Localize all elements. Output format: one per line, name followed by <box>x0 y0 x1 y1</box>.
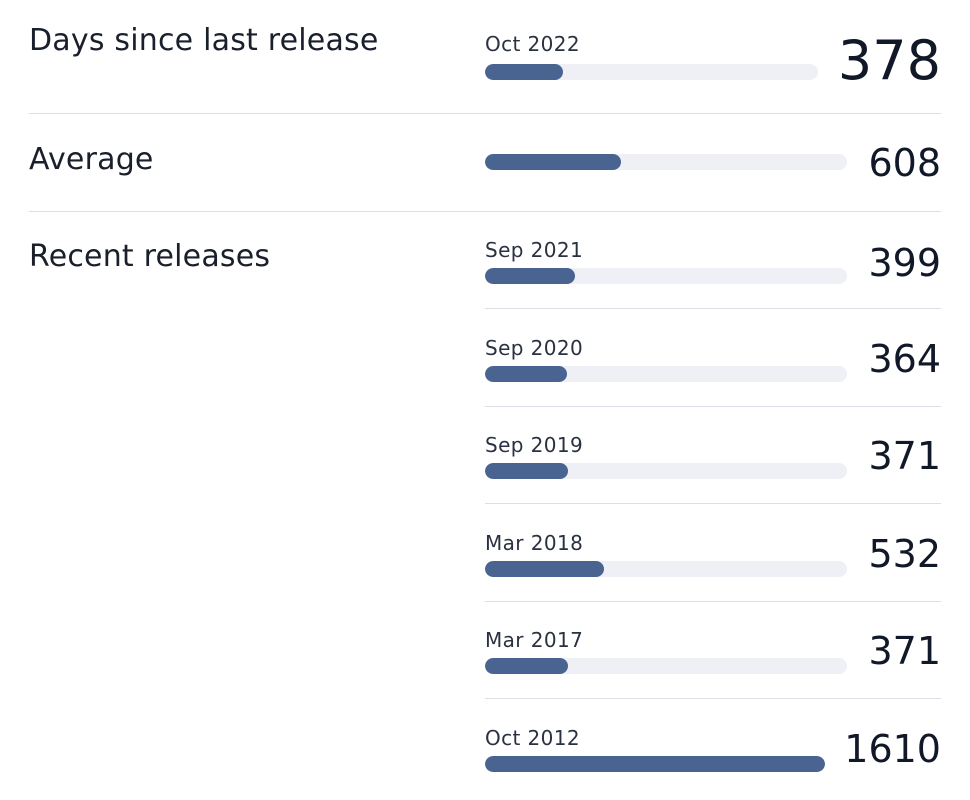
current-bar-track <box>485 64 818 80</box>
recent-bar-fill <box>485 561 605 577</box>
recent-entry: Sep 2019 371 <box>485 435 941 495</box>
recent-entry: Mar 2018 532 <box>485 533 941 593</box>
recent-bar-track <box>485 268 847 284</box>
recent-entry: Oct 2012 1610 <box>485 728 941 788</box>
recent-value: 399 <box>868 241 941 285</box>
recent-bar-track <box>485 561 847 577</box>
average-section-label: Average <box>29 142 154 177</box>
recent-entry-date: Mar 2018 <box>485 531 584 555</box>
recent-bar-track <box>485 658 847 674</box>
average-bar-fill <box>485 154 622 170</box>
recent-entry-date: Oct 2012 <box>485 726 581 750</box>
recent-entry: Sep 2020 364 <box>485 338 941 398</box>
average-value: 608 <box>868 141 941 185</box>
recent-divider <box>485 308 941 309</box>
current-entry: Oct 2022 378 <box>485 34 941 94</box>
recent-value: 371 <box>868 629 941 673</box>
recent-value: 364 <box>868 337 941 381</box>
recent-bar-fill <box>485 366 567 382</box>
recent-entry-date: Sep 2019 <box>485 433 584 457</box>
divider-average <box>29 211 941 212</box>
recent-bar-fill <box>485 658 569 674</box>
recent-divider <box>485 406 941 407</box>
recent-value: 532 <box>868 532 941 576</box>
recent-divider <box>485 601 941 602</box>
average-bar-track <box>485 154 847 170</box>
recent-divider <box>485 698 941 699</box>
recent-bar-fill <box>485 756 825 772</box>
recent-bar-fill <box>485 268 575 284</box>
recent-divider <box>485 503 941 504</box>
recent-entry-date: Sep 2021 <box>485 238 584 262</box>
recent-value: 371 <box>868 434 941 478</box>
recent-bar-track <box>485 463 847 479</box>
recent-value: 1610 <box>844 727 941 771</box>
divider-current <box>29 113 941 114</box>
recent-entry: Sep 2021 399 <box>485 240 941 300</box>
recent-section-label: Recent releases <box>29 239 271 274</box>
current-section-label: Days since last release <box>29 23 379 58</box>
recent-bar-track <box>485 756 825 772</box>
current-entry-date: Oct 2022 <box>485 32 581 56</box>
recent-bar-fill <box>485 463 569 479</box>
recent-bar-track <box>485 366 847 382</box>
recent-entry: Mar 2017 371 <box>485 630 941 690</box>
average-entry: 608 <box>485 132 941 192</box>
current-value: 378 <box>837 29 941 92</box>
recent-entry-date: Mar 2017 <box>485 628 584 652</box>
current-bar-fill <box>485 64 564 80</box>
recent-entry-date: Sep 2020 <box>485 336 584 360</box>
